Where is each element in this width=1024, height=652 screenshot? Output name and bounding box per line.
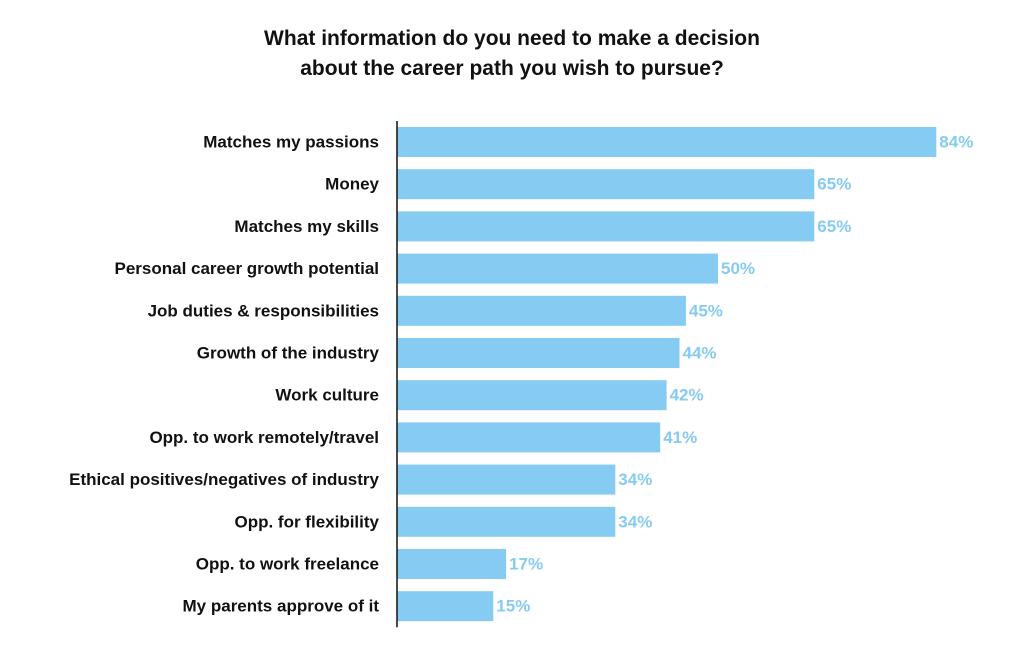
bar-2: [397, 211, 815, 242]
category-label-6: Work culture: [275, 386, 379, 405]
value-label-2: 65%: [817, 217, 851, 236]
value-label-4: 45%: [689, 301, 723, 320]
bar-7: [397, 422, 661, 453]
category-label-8: Ethical positives/negatives of industry: [69, 470, 379, 489]
value-label-7: 41%: [663, 428, 697, 447]
bar-9: [397, 506, 616, 537]
bar-4: [397, 295, 686, 326]
bar-11: [397, 591, 494, 622]
value-label-6: 42%: [670, 386, 704, 405]
category-label-10: Opp. to work freelance: [196, 555, 379, 574]
chart-title-line-1: What information do you need to make a d…: [264, 27, 760, 50]
category-label-2: Matches my skills: [234, 217, 379, 236]
value-label-8: 34%: [618, 470, 652, 489]
chart-title-line-2: about the career path you wish to pursue…: [300, 57, 724, 80]
bar-1: [397, 169, 815, 200]
category-label-3: Personal career growth potential: [114, 259, 379, 278]
bar-8: [397, 464, 616, 495]
bar-0: [397, 127, 937, 157]
category-label-9: Opp. for flexibility: [234, 512, 379, 531]
value-label-10: 17%: [509, 555, 543, 574]
category-label-11: My parents approve of it: [183, 597, 380, 616]
value-label-5: 44%: [683, 344, 717, 363]
bar-3: [397, 253, 718, 284]
value-label-11: 15%: [496, 597, 530, 616]
category-label-7: Opp. to work remotely/travel: [149, 428, 379, 447]
chart-title: What information do you need to make a d…: [0, 24, 1024, 84]
value-label-9: 34%: [618, 512, 652, 531]
category-label-5: Growth of the industry: [197, 344, 380, 363]
bar-6: [397, 380, 667, 411]
value-label-3: 50%: [721, 259, 755, 278]
category-label-0: Matches my passions: [203, 133, 379, 152]
value-label-1: 65%: [817, 175, 851, 194]
bar-10: [397, 549, 507, 579]
category-label-1: Money: [325, 175, 379, 194]
bars-layer: Matches my passions 84% Money 65% Matches my…: [69, 127, 973, 622]
bar-5: [397, 338, 680, 368]
category-label-4: Job duties & responsibilities: [148, 301, 379, 320]
value-label-0: 84%: [939, 133, 973, 152]
